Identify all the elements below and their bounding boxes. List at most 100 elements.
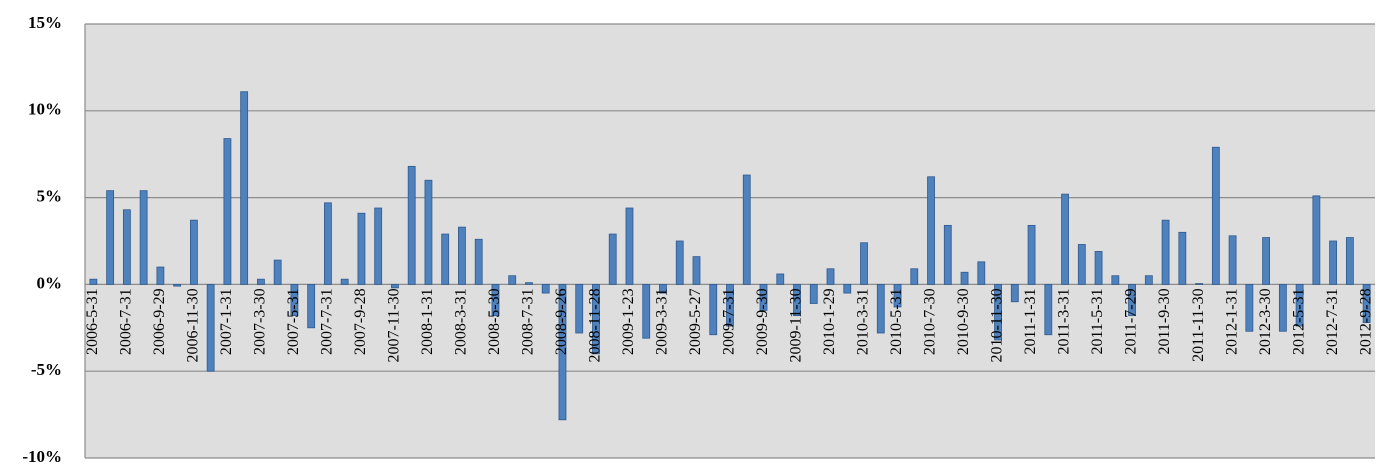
x-tick-label: 2009-11-30 (788, 288, 805, 362)
bar (340, 278, 349, 285)
bar (223, 138, 232, 285)
bar (1128, 283, 1136, 317)
bar (173, 283, 182, 287)
bar (608, 233, 617, 285)
x-tick-label: 2012-3-30 (1257, 288, 1274, 355)
bar (240, 91, 249, 285)
bar (776, 273, 785, 285)
x-tick-label: 2009-7-31 (721, 288, 738, 355)
x-tick-label: 2006-5-31 (84, 288, 101, 355)
x-tick-label: 2012-7-31 (1324, 288, 1341, 355)
bar (692, 256, 701, 285)
bar (1312, 195, 1321, 285)
bar (273, 259, 282, 285)
bar (910, 268, 919, 285)
y-tick-label: 15% (28, 13, 62, 32)
x-tick-label: 2007-3-30 (252, 288, 269, 355)
x-tick-label: 2009-5-27 (687, 288, 704, 355)
bar (458, 226, 466, 285)
bar (508, 275, 517, 285)
x-tick-label: 2007-9-28 (352, 288, 369, 355)
bar (575, 283, 584, 334)
x-tick-label: 2007-7-31 (319, 288, 336, 355)
x-tick-label: 2009-9-30 (754, 288, 771, 355)
bar (1262, 237, 1271, 285)
bar (122, 209, 131, 285)
x-tick-label: 2008-11-28 (587, 288, 604, 362)
bar (893, 283, 902, 308)
bar (843, 283, 852, 294)
bar (1161, 219, 1170, 285)
x-tick-label: 2008-9-26 (553, 288, 570, 355)
bar (726, 283, 734, 327)
x-tick-label: 2010-5-31 (888, 288, 905, 355)
bar (826, 268, 835, 285)
x-tick-label: 2012-1-31 (1223, 288, 1240, 355)
bar (876, 283, 885, 334)
x-tick-label: 2011-3-31 (1056, 288, 1073, 354)
bar (1228, 235, 1237, 285)
x-tick-label: 2006-11-30 (185, 288, 202, 362)
x-tick-label: 2012-5-31 (1290, 288, 1307, 355)
x-tick-label: 2008-5-30 (486, 288, 503, 355)
x-tick-label: 2007-5-31 (285, 288, 302, 355)
bar (809, 283, 818, 304)
bar (742, 174, 751, 285)
y-tick-label: 0% (37, 273, 63, 292)
bar (139, 190, 148, 285)
bar (391, 283, 399, 289)
bar (1211, 146, 1220, 285)
x-tick-label: 2011-11-30 (1190, 288, 1207, 361)
bar (307, 283, 316, 329)
bar (977, 261, 986, 285)
bar (625, 207, 634, 285)
bar (1362, 283, 1371, 323)
x-tick-label: 2008-7-31 (520, 288, 537, 355)
bar (189, 219, 198, 285)
bar (1010, 283, 1019, 303)
bar (106, 190, 115, 285)
bar (927, 176, 935, 285)
bar (1178, 231, 1187, 285)
bar (1245, 283, 1254, 332)
bar (1061, 193, 1069, 285)
x-tick-label: 2008-1-31 (419, 288, 436, 355)
bar (525, 282, 533, 285)
bar (860, 242, 868, 285)
bar (793, 283, 801, 317)
bar (1094, 251, 1103, 285)
bar (1144, 275, 1153, 285)
x-tick-label: 2010-7-30 (922, 288, 939, 355)
bar (592, 283, 600, 355)
bar (1044, 283, 1053, 336)
bar (994, 283, 1002, 341)
x-tick-label: 2011-1-31 (1022, 288, 1039, 354)
bar (709, 283, 718, 336)
plot-area (85, 24, 1375, 458)
bar (1295, 283, 1304, 327)
x-tick-label: 2006-7-31 (118, 288, 135, 355)
bar (1195, 283, 1203, 285)
x-tick-label: 2011-7-29 (1123, 288, 1140, 354)
x-tick-label: 2010-1-29 (821, 288, 838, 355)
x-tick-label: 2009-1-23 (620, 288, 637, 355)
bar (1278, 283, 1287, 332)
bar (374, 207, 383, 285)
bar (206, 283, 215, 372)
bar (675, 240, 684, 285)
x-tick-label: 2009-3-31 (654, 288, 671, 355)
bar (441, 233, 450, 285)
y-tick-label: -5% (31, 360, 62, 379)
bar (960, 271, 969, 285)
x-tick-label: 2012-9-28 (1357, 288, 1374, 355)
y-tick-label: 10% (28, 100, 62, 119)
bar (89, 278, 98, 285)
y-tick-label: -10% (22, 447, 62, 465)
x-tick-label: 2010-9-30 (955, 288, 972, 355)
bar (257, 278, 265, 285)
x-tick-label: 2008-3-31 (453, 288, 470, 355)
x-tick-label: 2011-9-30 (1156, 288, 1173, 354)
x-tick-label: 2010-11-30 (989, 288, 1006, 362)
bar (541, 283, 550, 294)
